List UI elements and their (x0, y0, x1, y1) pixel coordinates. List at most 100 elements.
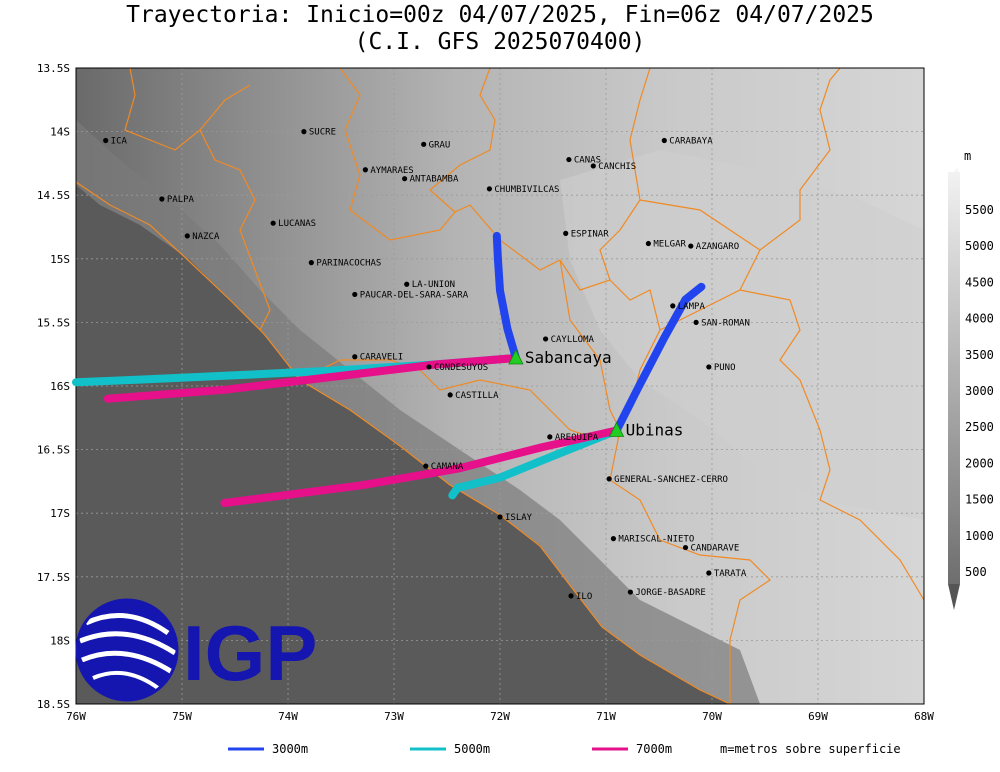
city-dot (421, 141, 427, 147)
city-dot (568, 593, 574, 599)
city-label: MARISCAL-NIETO (618, 535, 694, 545)
city-label: CASTILLA (455, 391, 499, 401)
altiplano-region (560, 150, 924, 520)
igp-logo: IGP (75, 598, 317, 702)
map-title: Trayectoria: Inicio=00z 04/07/2025, Fin=… (0, 2, 1000, 56)
city-label: CANDARAVE (691, 544, 740, 554)
city-dot (404, 281, 410, 287)
lat-tick-label: 14.5S (37, 189, 70, 202)
lat-tick-label: 14S (50, 126, 70, 139)
colorbar-label: 1500 (965, 493, 994, 507)
city-dot (563, 230, 569, 236)
lat-tick-label: 18.5S (37, 698, 70, 711)
city-dot (542, 336, 549, 342)
city-label: NAZCA (192, 232, 220, 242)
city-label: CARABAYA (669, 137, 713, 147)
city-dot (362, 167, 368, 173)
city-label: PAUCAR-DEL-SARA-SARA (360, 290, 469, 300)
lat-tick-label: 13.5S (37, 62, 70, 75)
city-dot (706, 570, 712, 576)
city-dot (590, 163, 596, 169)
lat-tick-label: 17.5S (37, 571, 70, 584)
colorbar-label: 2000 (965, 456, 994, 470)
lon-tick-label: 68W (914, 710, 934, 723)
volcano-markers: Sabancaya Ubinas (508, 348, 683, 440)
elevation-colorbar: m 50010001500200025003000350040004500500… (948, 149, 994, 610)
city-dot (352, 291, 358, 298)
city-label: CONDESUYOS (434, 363, 488, 373)
legend-note: m=metros sobre superficie (720, 742, 901, 756)
city-label: AZANGARO (696, 242, 739, 252)
city-dot (447, 392, 453, 398)
colorbar-label: 500 (965, 565, 987, 579)
colorbar-label: 2500 (965, 420, 994, 434)
city-dot (308, 260, 314, 266)
city-dot (301, 129, 307, 135)
city-label: GENERAL-SANCHEZ-CERRO (614, 475, 728, 485)
city-label: SAN-ROMAN (701, 318, 750, 328)
axis-tick-labels: 76W 75W 74W 73W 72W 71W 70W 69W 68W 13.5S 14S 14.5S… (37, 62, 934, 723)
trajectory-lines (72, 231, 706, 507)
title-line-2: (C.I. GFS 2025070400) (354, 29, 646, 55)
city-label: CANAS (574, 156, 601, 166)
lon-tick-label: 71W (596, 710, 616, 723)
city-label: JORGE-BASADRE (635, 588, 705, 598)
colorbar-label: 4000 (965, 312, 994, 326)
lat-tick-label: 18S (50, 634, 70, 647)
colorbar-gradient (948, 172, 960, 584)
city-label: CHUMBIVILCAS (494, 185, 559, 195)
city-dot (661, 137, 667, 144)
city-label: ESPINAR (571, 229, 610, 239)
city-label: PALPA (167, 195, 195, 205)
city-label: LA-UNION (412, 280, 455, 290)
legend-label: 3000m (272, 742, 308, 756)
trajectory-ubinas-7000m (220, 426, 621, 507)
colorbar-label: 5500 (965, 203, 994, 217)
city-dot (486, 186, 492, 192)
colorbar-label: 3500 (965, 348, 994, 362)
lon-tick-label: 69W (808, 710, 828, 723)
colorbar-label: 3000 (965, 384, 994, 398)
city-label: LAMPA (678, 302, 706, 312)
lat-tick-label: 15S (50, 253, 70, 266)
city-dot (627, 589, 633, 595)
title-line-1: Trayectoria: Inicio=00z 04/07/2025, Fin=… (126, 2, 874, 28)
city-dot (645, 240, 652, 247)
city-label: AREQUIPA (555, 433, 599, 443)
igp-logo-text: IGP (183, 609, 317, 697)
volcano-triangle-icon (608, 421, 625, 437)
lon-tick-label: 73W (384, 710, 404, 723)
city-dot (426, 364, 432, 370)
graticule (76, 68, 924, 704)
volcano-label: Sabancaya (525, 348, 612, 367)
lat-tick-label: 17S (50, 507, 70, 520)
city-label: ANTABAMBA (410, 175, 459, 185)
city-label: ICA (111, 137, 128, 147)
city-label: ILO (576, 592, 592, 602)
city-dot (352, 354, 358, 360)
city-dot (270, 220, 276, 226)
city-dot (497, 514, 503, 520)
lon-tick-label: 76W (66, 710, 86, 723)
city-label: LUCANAS (278, 219, 316, 229)
city-dot (566, 156, 572, 163)
lon-tick-label: 75W (172, 710, 192, 723)
colorbar-unit: m (964, 149, 971, 163)
city-dot (688, 243, 694, 249)
lat-tick-label: 16S (50, 380, 70, 393)
coastal-plain (76, 120, 760, 704)
city-dot (670, 303, 676, 309)
city-dot (159, 196, 165, 202)
trajectory-ubinas-3000m (612, 282, 706, 435)
city-label: CANCHIS (598, 162, 636, 172)
lon-tick-label: 74W (278, 710, 298, 723)
city-label: TARATA (714, 569, 747, 579)
city-label: MELGAR (653, 240, 686, 250)
city-dot (547, 434, 553, 440)
trajectory-sabancaya-7000m (103, 354, 520, 403)
legend-label: 5000m (454, 742, 490, 756)
plot-area (76, 68, 924, 704)
colorbar-top-cap (953, 168, 958, 172)
city-label: CAMANA (431, 462, 464, 472)
